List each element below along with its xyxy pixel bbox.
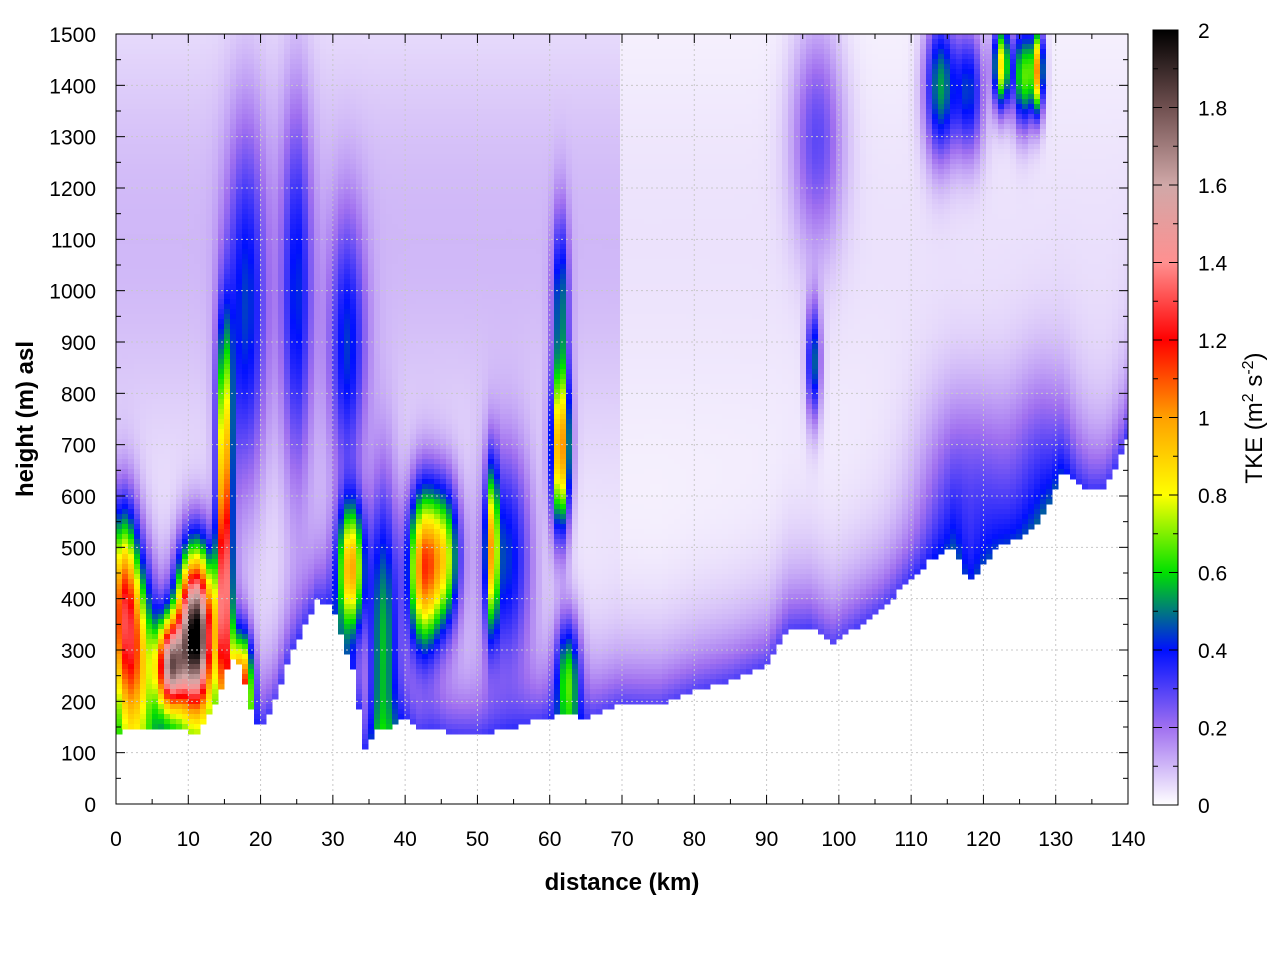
y-axis-title: height (m) asl (12, 341, 39, 497)
y-tick-label: 800 (61, 383, 96, 406)
colorbar-tick-label: 1.4 (1198, 253, 1228, 276)
colorbar-tick-label: 1.2 (1198, 330, 1227, 353)
x-tick-label: 140 (1110, 828, 1145, 851)
y-tick-label: 400 (61, 589, 96, 612)
x-tick-label: 120 (966, 828, 1001, 851)
y-tick-label: 900 (61, 332, 96, 355)
x-tick-label: 50 (466, 828, 489, 851)
y-tick-label: 1200 (49, 178, 96, 201)
y-tick-label: 300 (61, 640, 96, 663)
colorbar-tick-label: 0.2 (1198, 718, 1227, 741)
colorbar-tick-label: 2 (1198, 20, 1210, 43)
y-tick-label: 200 (61, 691, 96, 714)
x-tick-label: 80 (683, 828, 706, 851)
x-tick-label: 0 (110, 828, 122, 851)
colorbar-tick-label: 0.6 (1198, 563, 1227, 586)
x-tick-label: 130 (1038, 828, 1073, 851)
x-tick-label: 40 (393, 828, 416, 851)
y-tick-label: 100 (61, 743, 96, 766)
y-tick-label: 1000 (49, 281, 96, 304)
colorbar-tick-label: 1.6 (1198, 175, 1227, 198)
colorbar-title: TKE (m2 s-2) (1240, 352, 1268, 483)
y-tick-label: 1500 (49, 24, 96, 47)
x-tick-label: 100 (821, 828, 856, 851)
y-tick-label: 500 (61, 537, 96, 560)
y-tick-label: 0 (84, 794, 96, 817)
colorbar-tick-label: 0.8 (1198, 485, 1227, 508)
x-tick-label: 20 (249, 828, 272, 851)
y-tick-label: 600 (61, 486, 96, 509)
x-tick-label: 60 (538, 828, 561, 851)
x-tick-label: 30 (321, 828, 344, 851)
x-axis-title: distance (km) (545, 869, 700, 896)
x-tick-label: 70 (610, 828, 633, 851)
x-tick-label: 10 (177, 828, 200, 851)
y-tick-label: 1400 (49, 75, 96, 98)
y-tick-label: 1300 (49, 127, 96, 150)
tke-field (116, 34, 1131, 750)
y-tick-label: 1100 (51, 229, 96, 252)
colorbar-tick-label: 1 (1198, 408, 1210, 431)
x-tick-label: 110 (894, 828, 927, 851)
colorbar-tick-label: 1.8 (1198, 98, 1227, 121)
y-tick-label: 700 (61, 435, 96, 458)
colorbar-tick-label: 0.4 (1198, 640, 1228, 663)
colorbar-tick-label: 0 (1198, 795, 1210, 818)
x-tick-label: 90 (755, 828, 778, 851)
